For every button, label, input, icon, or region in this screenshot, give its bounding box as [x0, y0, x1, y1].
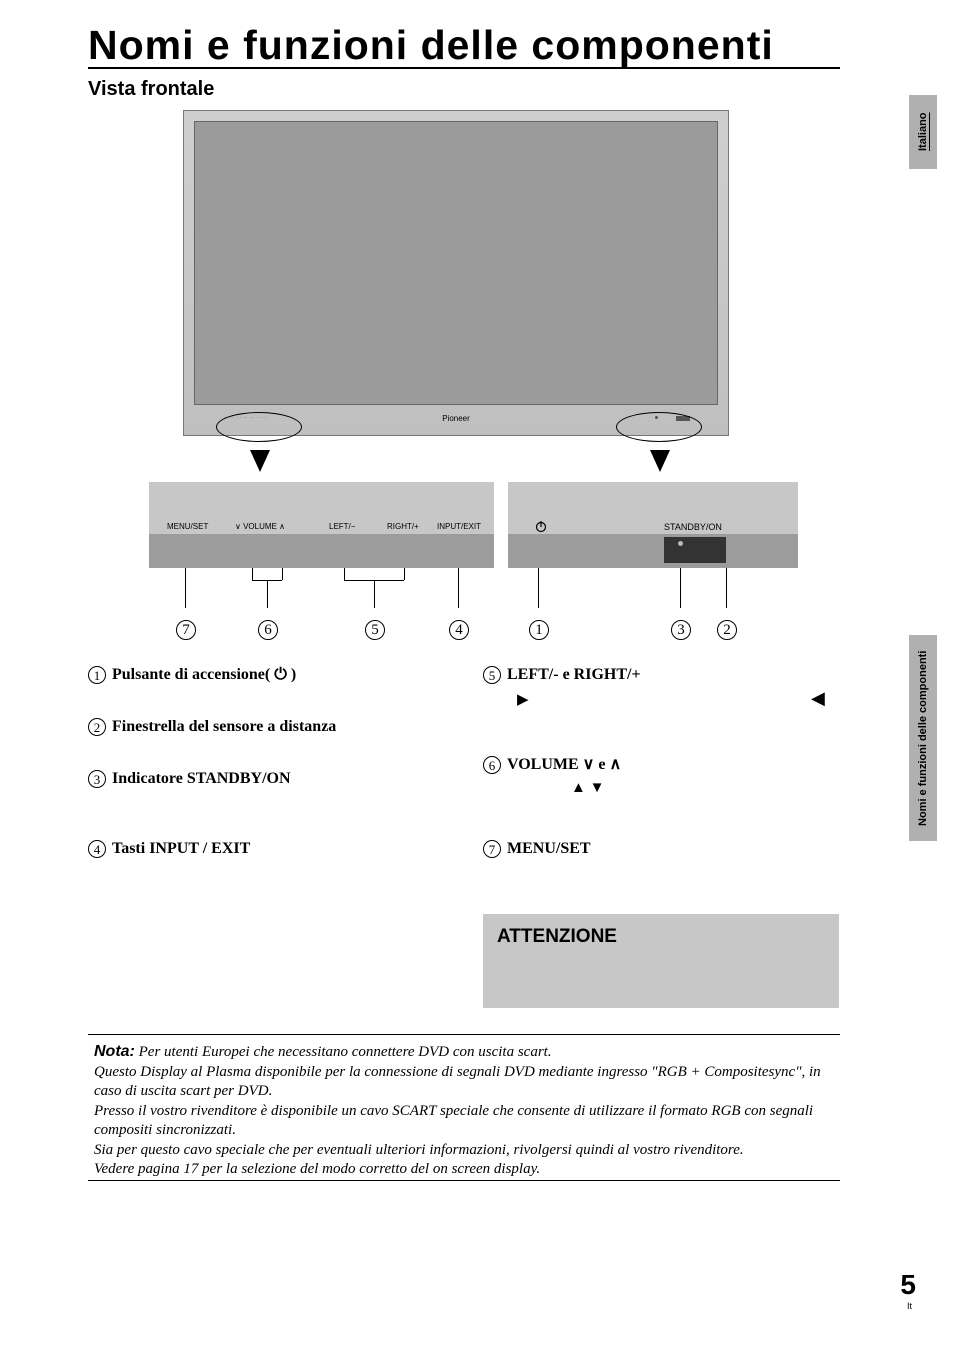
control-panel-left: MENU/SET ∨ VOLUME ∧ LEFT/− RIGHT/+ INPUT… — [149, 482, 494, 568]
side-tab-section: Nomi e funzioni delle componenti — [909, 635, 937, 841]
component-item-3: 3 Indicatore STANDBY/ON — [88, 770, 291, 788]
callout-num-5: 5 — [365, 620, 385, 640]
page-lang-code: It — [907, 1301, 912, 1311]
component-item-1: 1 Pulsante di accensione( ⏻ ) — [88, 666, 296, 684]
item-sub-symbol: ▲ ▼ — [571, 780, 621, 797]
component-item-7: 7 MENU/SET — [483, 840, 591, 858]
callout-line — [252, 568, 253, 580]
item-num: 4 — [88, 840, 106, 858]
callout-num-6: 6 — [258, 620, 278, 640]
label-menu-set: MENU/SET — [167, 522, 208, 531]
tv-brand-label: Pioneer — [442, 414, 470, 423]
item-text: Pulsante di accensione( ⏻ ) — [112, 666, 296, 683]
nota-line-2: Questo Display al Plasma disponibile per… — [94, 1064, 821, 1100]
nota-line-1: Per utenti Europei che necessitano conne… — [135, 1044, 552, 1060]
nota-rule-top — [88, 1034, 840, 1035]
item-num: 5 — [483, 666, 501, 684]
label-right-plus: RIGHT/+ — [387, 522, 419, 531]
component-item-4: 4 Tasti INPUT / EXIT — [88, 840, 250, 858]
nota-label: Nota: — [94, 1043, 135, 1060]
component-item-2: 2 Finestrella del sensore a distanza — [88, 718, 336, 736]
callout-line — [374, 580, 375, 608]
attention-title: ATTENZIONE — [497, 926, 825, 948]
side-arrow-icon: ◀ — [811, 688, 825, 709]
item-num: 7 — [483, 840, 501, 858]
item-num: 3 — [88, 770, 106, 788]
label-input-exit: INPUT/EXIT — [437, 522, 481, 531]
label-standby-on: STANDBY/ON — [664, 522, 722, 532]
nota-block: Nota: Per utenti Europei che necessitano… — [94, 1042, 834, 1180]
callout-num-2: 2 — [717, 620, 737, 640]
tv-diagram: Pioneer ···· ···· ·· ···· — [183, 110, 729, 436]
attention-box: ATTENZIONE — [483, 914, 839, 1008]
page-title: Nomi e funzioni delle componenti — [88, 22, 774, 69]
label-left-minus: LEFT/− — [329, 522, 355, 531]
item-text: LEFT/- e RIGHT/+ — [507, 666, 641, 683]
subheading-vista-frontale: Vista frontale — [88, 78, 214, 101]
arrow-down-icon — [250, 450, 270, 472]
side-tab-language: Italiano — [909, 95, 937, 169]
item-text: VOLUME ∨ e ∧ — [507, 756, 621, 773]
label-volume: ∨ VOLUME ∧ — [235, 522, 285, 531]
callout-line — [680, 568, 681, 608]
callout-line — [726, 568, 727, 608]
item-num: 1 — [88, 666, 106, 684]
callout-num-4: 4 — [449, 620, 469, 640]
nota-line-3: Presso il vostro rivenditore è disponibi… — [94, 1103, 813, 1139]
item-text: Tasti INPUT / EXIT — [112, 840, 250, 857]
callout-num-3: 3 — [671, 620, 691, 640]
callout-line — [458, 568, 459, 608]
component-item-5: 5 LEFT/- e RIGHT/+ ▶ — [483, 666, 641, 709]
callout-ellipse-right — [616, 412, 702, 442]
callout-num-1: 1 — [529, 620, 549, 640]
item-num: 2 — [88, 718, 106, 736]
standby-led-icon — [678, 541, 683, 546]
power-icon — [534, 519, 548, 538]
panel-band — [508, 534, 798, 568]
nota-line-4: Sia per questo cavo speciale che per eve… — [94, 1142, 744, 1158]
callout-line — [404, 568, 405, 580]
item-sub-symbol: ▶ — [517, 690, 641, 709]
arrow-down-icon — [650, 450, 670, 472]
item-text: Finestrella del sensore a distanza — [112, 718, 336, 735]
nota-rule-bottom — [88, 1180, 840, 1181]
callout-line — [185, 568, 186, 608]
callout-line — [267, 580, 268, 608]
nota-line-5: Vedere pagina 17 per la selezione del mo… — [94, 1161, 540, 1177]
callout-line — [344, 568, 345, 580]
sensor-window-icon — [664, 537, 726, 563]
item-num: 6 — [483, 756, 501, 774]
item-text: Indicatore STANDBY/ON — [112, 770, 291, 787]
panel-band — [149, 534, 494, 568]
callout-num-7: 7 — [176, 620, 196, 640]
item-text: MENU/SET — [507, 840, 591, 857]
tv-screen — [194, 121, 718, 405]
page-number: 5 — [900, 1269, 916, 1301]
control-panel-right: STANDBY/ON — [508, 482, 798, 568]
callout-line — [282, 568, 283, 580]
title-rule — [88, 67, 840, 69]
component-item-6: 6 VOLUME ∨ e ∧ ▲ ▼ — [483, 754, 621, 797]
callout-ellipse-left — [216, 412, 302, 442]
callout-line — [538, 568, 539, 608]
